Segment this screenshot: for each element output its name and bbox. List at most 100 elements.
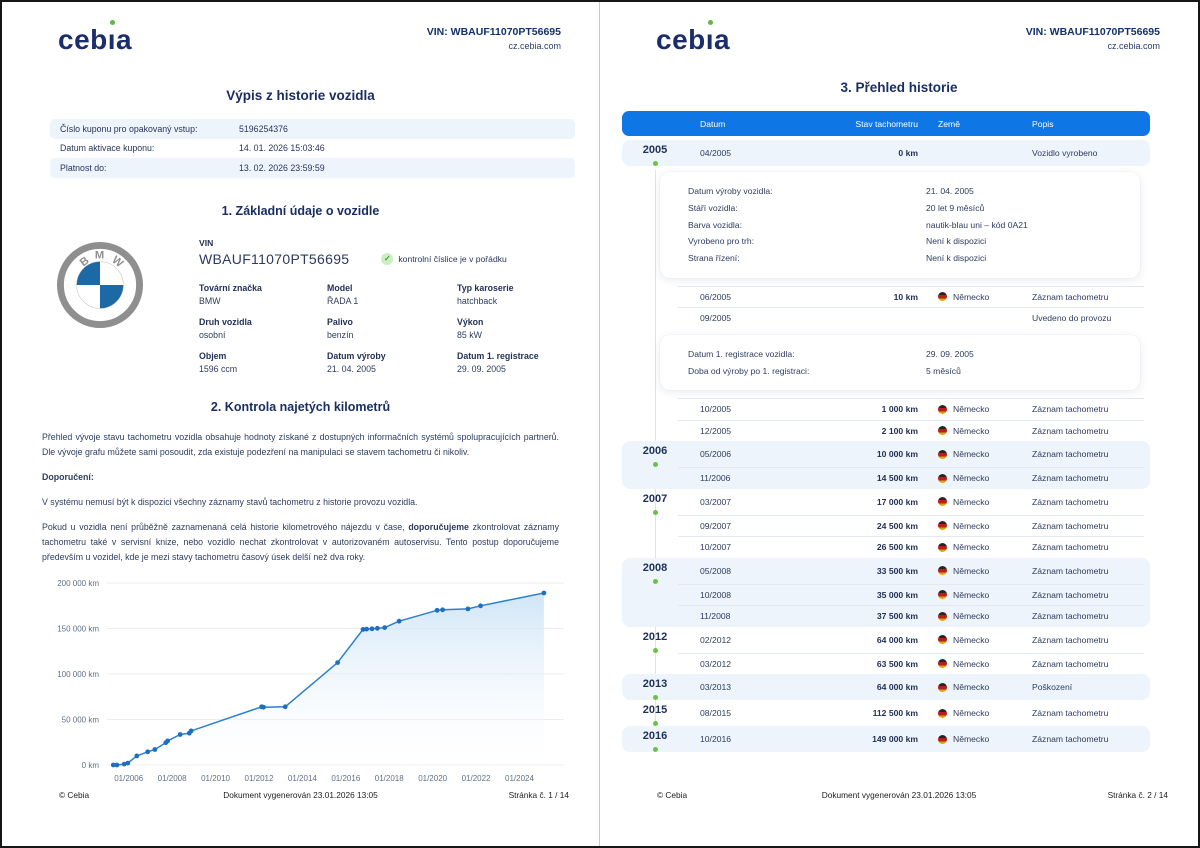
- detail-card-row: Doba od výroby po 1. registraci: 5 měsíců: [688, 365, 961, 376]
- vehicle-field: Model ŘADA 1: [327, 282, 359, 306]
- germany-flag-icon: [938, 635, 947, 645]
- detail-card-row: Barva vozidla: nautik-blau uni – kód 0A21: [688, 219, 1028, 230]
- germany-flag-icon: [938, 521, 947, 530]
- timeline-dot-icon: [652, 462, 658, 468]
- vehicle-field: Datum 1. registrace 29. 09. 2005: [457, 350, 539, 374]
- coupon-table: Číslo kuponu pro opakovaný vstup: 5196254…: [50, 119, 575, 178]
- vin-value: WBAUF11070PT56695: [199, 250, 350, 267]
- logo-green-dot-icon: [109, 20, 115, 25]
- col-header-country: Země: [938, 118, 960, 129]
- germany-flag-icon: [938, 682, 947, 692]
- history-row: 2012 02/2012 64 000 km Německo Záznam tachom…: [622, 627, 1150, 653]
- svg-text:01/2018: 01/2018: [375, 774, 404, 783]
- history-row: 2005 04/2005 0 km Vozidlo vyrobeno: [622, 140, 1150, 166]
- vin-check-text: kontrolní číslice je v pořádku: [398, 253, 507, 264]
- history-row: 11/2008 37 500 km Německo Záznam tachometru: [622, 605, 1150, 627]
- year-marker: 2016: [622, 726, 688, 753]
- vehicle-field: Typ karoserie hatchback: [457, 282, 514, 306]
- history-timeline: 2005 04/2005 0 km Vozidlo vyrobeno Datum výr…: [622, 140, 1150, 753]
- detail-card: Datum 1. registrace vozidla: 29. 09. 2005…: [660, 334, 1140, 391]
- history-row: 10/2007 26 500 km Německo Záznam tachometru: [622, 536, 1150, 558]
- germany-flag-icon: [938, 590, 947, 599]
- history-row: 10/2008 35 000 km Německo Záznam tachometru: [622, 583, 1150, 606]
- paragraph-recommendation: Pokud u vozidla není průběžně zaznamenan…: [42, 522, 559, 563]
- section2-title: 2. Kontrola najetých kilometrů: [210, 399, 391, 414]
- svg-text:50 000 km: 50 000 km: [62, 716, 100, 725]
- footer-copyright: © Cebia: [657, 790, 688, 800]
- vehicle-field: Tovární značka BMW: [199, 282, 262, 306]
- germany-flag-icon: [938, 542, 947, 552]
- detail-card: Datum výroby vozidla: 21. 04. 2005 Stáří v…: [660, 172, 1140, 278]
- year-marker: 2006: [622, 441, 688, 468]
- year-marker: 2012: [622, 627, 688, 653]
- vin-check-badge: ✓ kontrolní číslice je v pořádku: [381, 252, 507, 265]
- coupon-row: Platnost do: 13. 02. 2026 23:59:59: [50, 158, 575, 178]
- header-vin: VIN: WBAUF11070PT56695: [426, 26, 561, 38]
- history-row: 09/2005 Uvedeno do provozu: [622, 307, 1150, 329]
- year-marker: 2008: [622, 558, 688, 584]
- germany-flag-icon: [938, 659, 947, 668]
- history-row: 11/2006 14 500 km Německo Záznam tachometru: [622, 467, 1150, 489]
- svg-text:01/2008: 01/2008: [158, 774, 187, 783]
- svg-text:01/2014: 01/2014: [288, 774, 317, 783]
- vehicle-field: Datum výroby 21. 04. 2005: [327, 350, 386, 374]
- germany-flag-icon: [938, 426, 947, 435]
- vehicle-fields-grid: Tovární značka BMW Model ŘADA 1 Typ karoseri…: [199, 283, 561, 374]
- page-2: cebı a VIN: WBAUF11070PT56695 cz.cebia.co…: [600, 2, 1198, 846]
- recommendation-label: Doporučení:: [42, 471, 94, 482]
- cebia-logo: cebı a: [656, 20, 730, 54]
- header-site-link[interactable]: cz.cebia.com: [508, 41, 561, 51]
- history-row: 2013 03/2013 64 000 km Německo Poškození: [622, 674, 1150, 701]
- odometer-chart: 0 km 50 000 km 100 000 km 150 000 km 200 000…: [42, 575, 579, 787]
- svg-text:200 000 km: 200 000 km: [57, 579, 99, 588]
- check-icon: ✓: [381, 252, 394, 265]
- history-row: 2015 08/2015 112 500 km Německo Záznam tacho…: [622, 700, 1150, 727]
- timeline-dot-icon: [652, 695, 658, 701]
- logo-green-dot-icon: [707, 20, 713, 25]
- timeline-dot-icon: [652, 161, 658, 166]
- mileage-check-text: Přehled vývoje stavu tachometru vozidla …: [42, 430, 559, 566]
- germany-flag-icon: [938, 708, 947, 718]
- footer-generated: Dokument vygenerován 23.01.2026 13:05: [821, 790, 977, 800]
- year-marker: 2007: [622, 489, 688, 515]
- footer-page-number: Stránka č. 2 / 14: [1107, 790, 1168, 800]
- vehicle-field: Palivo benzín: [327, 316, 354, 340]
- vehicle-field: Výkon 85 kW: [457, 316, 484, 340]
- page2-title: 3. Přehled historie: [840, 80, 958, 95]
- svg-text:01/2024: 01/2024: [505, 774, 534, 783]
- section1-title: 1. Základní údaje o vozidle: [221, 203, 380, 218]
- history-row: 09/2007 24 500 km Německo Záznam tachometru: [622, 514, 1150, 537]
- cebia-logo: cebı a: [58, 20, 132, 54]
- detail-card-row: Strana řízení: Není k dispozici: [688, 253, 987, 263]
- germany-flag-icon: [938, 292, 947, 301]
- coupon-row: Číslo kuponu pro opakovaný vstup: 5196254…: [50, 119, 575, 139]
- svg-text:01/2016: 01/2016: [331, 774, 360, 783]
- header-site-link[interactable]: cz.cebia.com: [1107, 41, 1160, 51]
- history-row: 03/2012 63 500 km Německo Záznam tachometru: [622, 652, 1150, 675]
- vehicle-field: Objem 1596 ccm: [199, 350, 238, 374]
- history-row: 2007 03/2007 17 000 km Německo Záznam tachom…: [622, 489, 1150, 515]
- svg-text:150 000 km: 150 000 km: [57, 625, 99, 634]
- germany-flag-icon: [938, 497, 947, 507]
- page2-footer: © Cebia Dokument vygenerován 23.01.2026 …: [600, 790, 1198, 800]
- svg-text:100 000 km: 100 000 km: [57, 670, 99, 679]
- coupon-row: Datum aktivace kuponu: 14. 01. 2026 15:03…: [60, 143, 325, 154]
- svg-text:01/2022: 01/2022: [462, 774, 491, 783]
- history-row: 06/2005 10 km Německo Záznam tachometru: [622, 285, 1150, 308]
- svg-text:01/2006: 01/2006: [114, 774, 143, 783]
- history-row: 10/2005 1 000 km Německo Záznam tachometru: [622, 398, 1150, 420]
- germany-flag-icon: [938, 473, 947, 483]
- detail-card-row: Vyrobeno pro trh: Není k dispozici: [688, 236, 987, 247]
- germany-flag-icon: [938, 449, 947, 459]
- paragraph-system-note: V systému nemusí být k dispozici všechny…: [42, 496, 418, 507]
- page-1: cebı a VIN: WBAUF11070PT56695 cz.cebia.co…: [2, 2, 600, 846]
- history-table-header: Datum Stav tachometru Země Popis: [622, 111, 1150, 136]
- timeline-dot-icon: [652, 578, 658, 584]
- germany-flag-icon: [938, 566, 947, 576]
- svg-text:01/2010: 01/2010: [201, 774, 230, 783]
- paragraph-overview: Přehled vývoje stavu tachometru vozidla …: [42, 431, 559, 457]
- svg-text:01/2012: 01/2012: [245, 774, 274, 783]
- history-row: 2016 10/2016 149 000 km Německo Záznam tacho…: [622, 726, 1150, 753]
- year-marker: 2005: [622, 140, 688, 166]
